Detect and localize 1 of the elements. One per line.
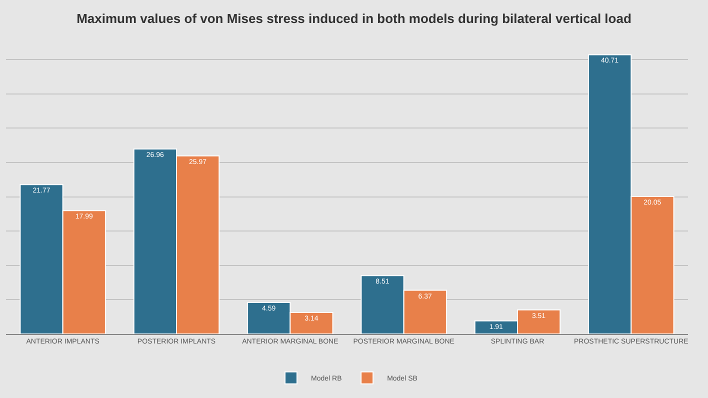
chart-title: Maximum values of von Mises stress induced in both models during bilateral vertical load [76,11,632,26]
